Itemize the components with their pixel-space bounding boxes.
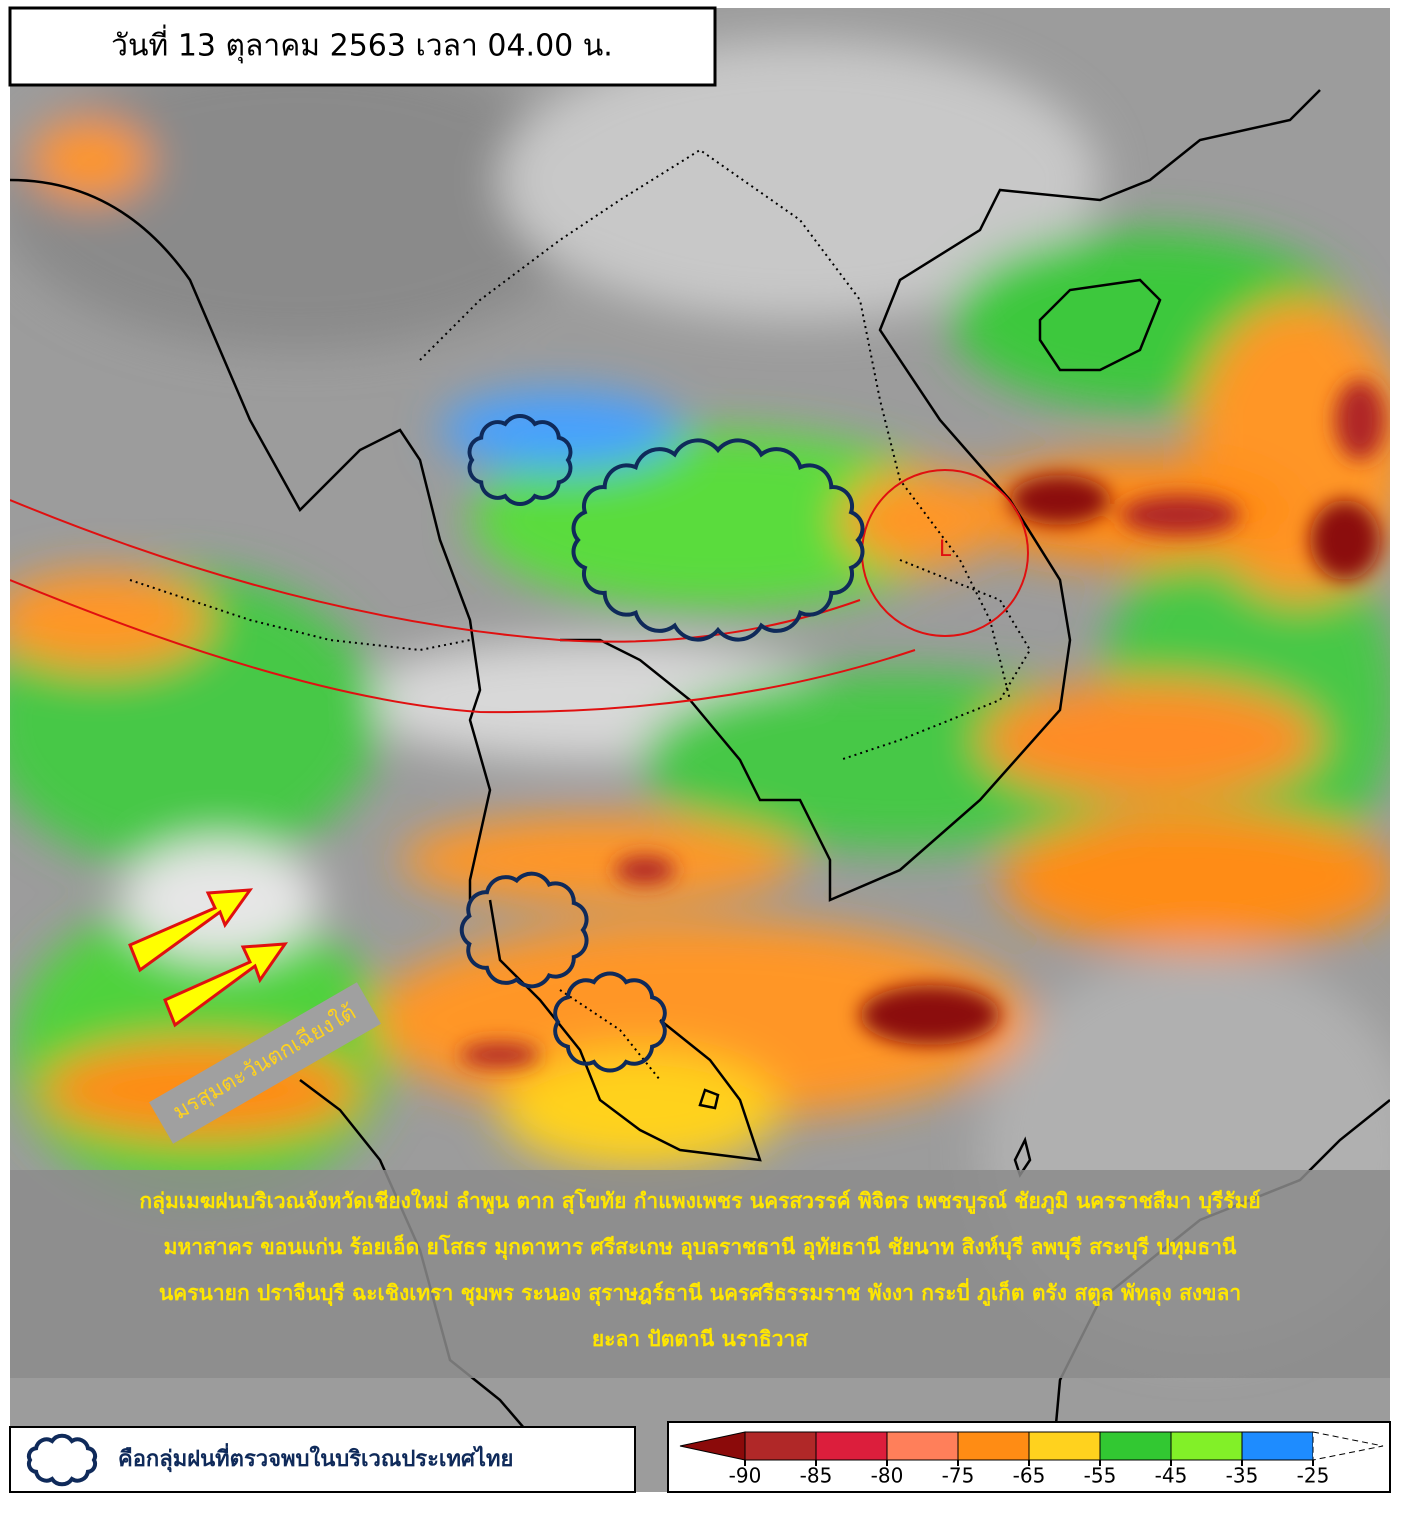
- cloud-outline: [459, 871, 589, 989]
- title-box: [8, 6, 717, 87]
- legend-box: [9, 1426, 636, 1493]
- cloud-outline: [571, 438, 865, 642]
- cloud-outline: [553, 971, 667, 1073]
- colorbar-tick-label: -90: [729, 1464, 762, 1488]
- colorbar-tick-label: -80: [871, 1464, 904, 1488]
- colorbar-tick-label: -75: [942, 1464, 975, 1488]
- colorbar-tick-label: -25: [1297, 1464, 1330, 1488]
- colorbar-segment: [744, 1431, 817, 1461]
- title: วันที่ 13 ตุลาคม 2563 เวลา 04.00 น.: [111, 25, 613, 65]
- colorbar: -90 -85 -80 -75 -65 -55 -45 -35 -25: [679, 1431, 1384, 1488]
- summary-box: [10, 1170, 1390, 1378]
- legend-label: คือกลุ่มฝนที่ตรวจพบในบริเวณประเทศไทย: [118, 1442, 513, 1473]
- colorbar-tick-label: -45: [1155, 1464, 1188, 1488]
- legend-cloud-icon: [26, 1433, 98, 1487]
- colorbar-tick-label: -65: [1013, 1464, 1046, 1488]
- summary-line: ยะลา ปัตตานี นราธิวาส: [592, 1327, 808, 1351]
- colorbar-tick-label: -35: [1226, 1464, 1259, 1488]
- borders: [129, 148, 1032, 1081]
- monsoon-arrows: [128, 888, 289, 1028]
- summary-text: กลุ่มเมฆฝนบริเวณจังหวัดเชียงใหม่ ลำพูน ต…: [139, 1188, 1260, 1351]
- colorbar-segment: [815, 1431, 888, 1461]
- rain-cloud-outlines: [459, 413, 865, 1073]
- cloud-outline: [26, 1433, 98, 1487]
- colorbar-segment: [1241, 1431, 1314, 1461]
- colorbar-segment: [1028, 1431, 1101, 1461]
- colorbar-segment: [1170, 1431, 1243, 1461]
- low-pressure-label: L: [939, 537, 952, 562]
- summary-line: นครนายก ปราจีนบุรี ฉะเชิงเทรา ชุมพร ระนอ…: [159, 1277, 1241, 1307]
- colorbar-segment: [1099, 1431, 1172, 1461]
- cloud-outline: [467, 413, 573, 507]
- colorbar-high-end: [1312, 1431, 1384, 1461]
- colorbar-tick-label: -55: [1084, 1464, 1117, 1488]
- colorbar-segment: [957, 1431, 1030, 1461]
- summary-line: กลุ่มเมฆฝนบริเวณจังหวัดเชียงใหม่ ลำพูน ต…: [139, 1188, 1260, 1215]
- colorbar-tick-label: -85: [800, 1464, 833, 1488]
- colorbar-segment: [886, 1431, 959, 1461]
- imagery: L มรสุมตะวันตกเฉียงใต้: [10, 8, 1390, 1492]
- summary-line: มหาสาคร ขอนแก่น ร้อยเอ็ด ยโสธร มุกดาหาร …: [164, 1233, 1237, 1261]
